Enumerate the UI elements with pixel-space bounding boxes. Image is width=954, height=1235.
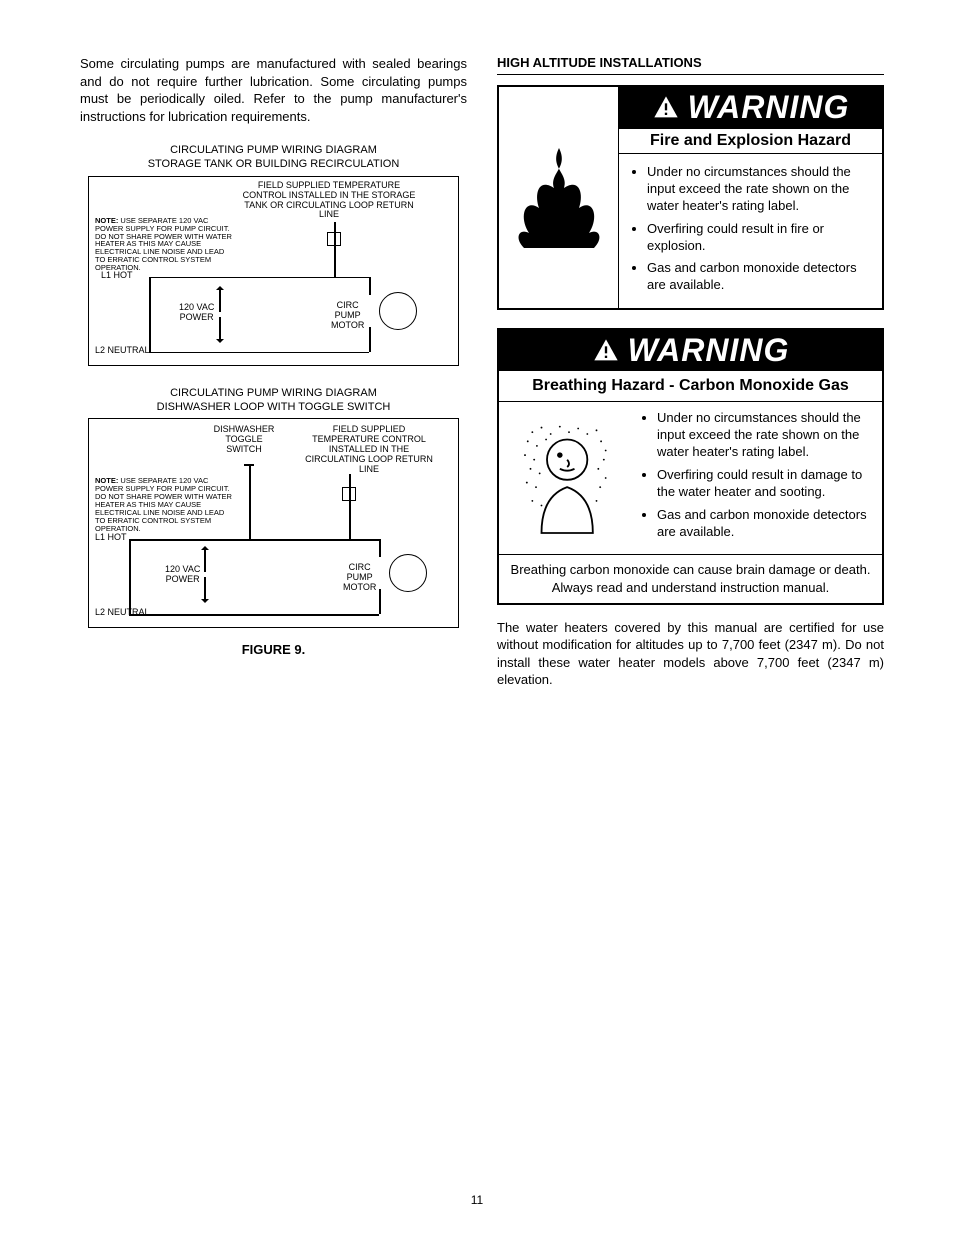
- diagram1-title-line2: STORAGE TANK OR BUILDING RECIRCULATION: [148, 158, 400, 170]
- altitude-body-text: The water heaters covered by this manual…: [497, 619, 884, 689]
- intro-paragraph: Some circulating pumps are manufactured …: [80, 55, 467, 125]
- diagram2-l1: L1 HOT: [95, 533, 127, 543]
- section-heading: HIGH ALTITUDE INSTALLATIONS: [497, 55, 884, 70]
- alert-triangle-icon: [652, 94, 680, 122]
- diagram2-dishwasher: DISHWASHERTOGGLESWITCH: [209, 425, 279, 455]
- warning2-bullet: Overfiring could result in damage to the…: [657, 467, 872, 501]
- section-rule: [497, 74, 884, 75]
- diagram2-power: 120 VACPOWER: [165, 565, 200, 585]
- warning1-bullet: Under no circumstances should the input …: [647, 164, 872, 215]
- diagram2-title-line1: CIRCULATING PUMP WIRING DIAGRAM: [170, 387, 377, 399]
- diagram1-title: CIRCULATING PUMP WIRING DIAGRAM STORAGE …: [80, 143, 467, 172]
- diagram1-power: 120 VACPOWER: [179, 303, 214, 323]
- warning2-header: WARNING: [499, 330, 882, 371]
- warning1-header: WARNING: [619, 87, 882, 128]
- warning-box-fire: WARNING Fire and Explosion Hazard Under …: [497, 85, 884, 310]
- warning2-bullet: Under no circumstances should the input …: [657, 410, 872, 461]
- diagram2-title-line2: DISHWASHER LOOP WITH TOGGLE SWITCH: [157, 401, 391, 413]
- diagram2-box: DISHWASHERTOGGLESWITCH FIELD SUPPLIED TE…: [88, 418, 459, 628]
- warning-box-breathing: WARNING Breathing Hazard - Carbon Monoxi…: [497, 328, 884, 604]
- diagram1-note: NOTE: USE SEPARATE 120 VAC POWER SUPPLY …: [95, 217, 235, 272]
- breathing-hazard-icon: [509, 410, 629, 546]
- diagram2-field-supplied: FIELD SUPPLIED TEMPERATURE CONTROL INSTA…: [299, 425, 439, 474]
- alert-triangle-icon: [592, 337, 620, 365]
- fire-icon: [499, 87, 619, 308]
- warning1-bullets: Under no circumstances should the input …: [629, 164, 872, 294]
- diagram1-field-supplied: FIELD SUPPLIED TEMPERATURE CONTROL INSTA…: [239, 181, 419, 221]
- diagram1-l1: L1 HOT: [101, 271, 133, 281]
- warning1-subtitle: Fire and Explosion Hazard: [619, 128, 882, 154]
- diagram1-l2: L2 NEUTRAL: [95, 346, 150, 356]
- diagram2-note: NOTE: USE SEPARATE 120 VAC POWER SUPPLY …: [95, 477, 235, 532]
- diagram2-title: CIRCULATING PUMP WIRING DIAGRAM DISHWASH…: [80, 386, 467, 415]
- warning1-bullet: Overfiring could result in fire or explo…: [647, 221, 872, 255]
- diagram1-title-line1: CIRCULATING PUMP WIRING DIAGRAM: [170, 144, 377, 156]
- warning2-footer: Breathing carbon monoxide can cause brai…: [499, 555, 882, 602]
- diagram2-pump: CIRCPUMPMOTOR: [343, 563, 376, 593]
- page-number: 11: [0, 1193, 954, 1207]
- warning2-bullets: Under no circumstances should the input …: [639, 410, 872, 546]
- figure-caption: FIGURE 9.: [80, 642, 467, 657]
- diagram1-pump: CIRCPUMPMOTOR: [331, 301, 364, 331]
- warning2-bullet: Gas and carbon monoxide detectors are av…: [657, 507, 872, 541]
- right-column: HIGH ALTITUDE INSTALLATIONS WARNING Fire…: [497, 55, 884, 689]
- warning1-bullet: Gas and carbon monoxide detectors are av…: [647, 260, 872, 294]
- left-column: Some circulating pumps are manufactured …: [80, 55, 467, 689]
- diagram1-box: FIELD SUPPLIED TEMPERATURE CONTROL INSTA…: [88, 176, 459, 366]
- warning2-subtitle: Breathing Hazard - Carbon Monoxide Gas: [499, 371, 882, 402]
- diagram2-l2: L2 NEUTRAL: [95, 608, 150, 618]
